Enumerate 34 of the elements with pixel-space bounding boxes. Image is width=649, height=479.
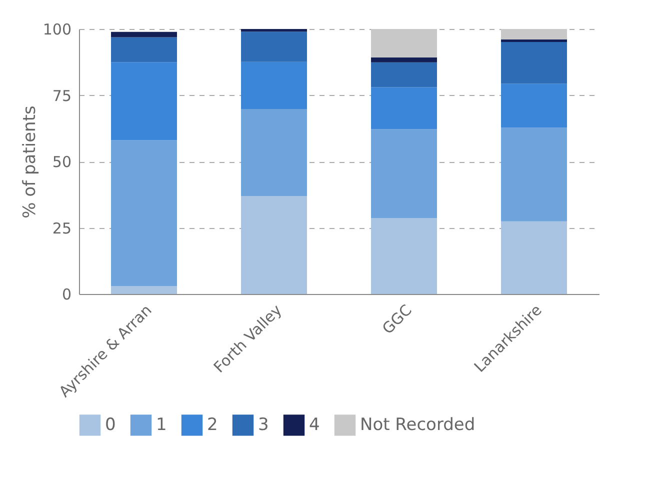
- bar: [501, 221, 567, 294]
- y-tick-label: 75: [52, 86, 72, 105]
- bar: [111, 37, 177, 62]
- bar: [241, 196, 307, 294]
- legend-label: 3: [258, 415, 269, 436]
- y-tick-label: 25: [52, 219, 72, 238]
- bar: [371, 218, 437, 294]
- bar: [371, 29, 437, 58]
- bar: [501, 84, 567, 128]
- y-tick-label: 100: [42, 20, 72, 38]
- bar: [371, 57, 437, 62]
- bar: [111, 140, 177, 286]
- bar: [241, 109, 307, 196]
- bar: [111, 32, 177, 38]
- bar: [241, 32, 307, 62]
- legend-label: 1: [156, 415, 167, 436]
- bar: [111, 62, 177, 140]
- legend-label: 4: [309, 415, 320, 436]
- bar: [111, 286, 177, 294]
- bar: [501, 29, 567, 40]
- bar: [501, 39, 567, 42]
- y-tick-label: 0: [62, 286, 72, 304]
- y-axis-title: % of patients: [20, 106, 40, 218]
- bar: [501, 42, 567, 84]
- legend-label: 0: [105, 415, 116, 436]
- legend-label: Not Recorded: [360, 415, 476, 436]
- bar: [241, 62, 307, 110]
- y-tick-label: 50: [52, 153, 72, 171]
- bar: [371, 87, 437, 130]
- bar: [371, 129, 437, 218]
- bar: [371, 62, 437, 88]
- bar: [241, 29, 307, 32]
- bar: [501, 128, 567, 222]
- legend-label: 2: [207, 415, 218, 436]
